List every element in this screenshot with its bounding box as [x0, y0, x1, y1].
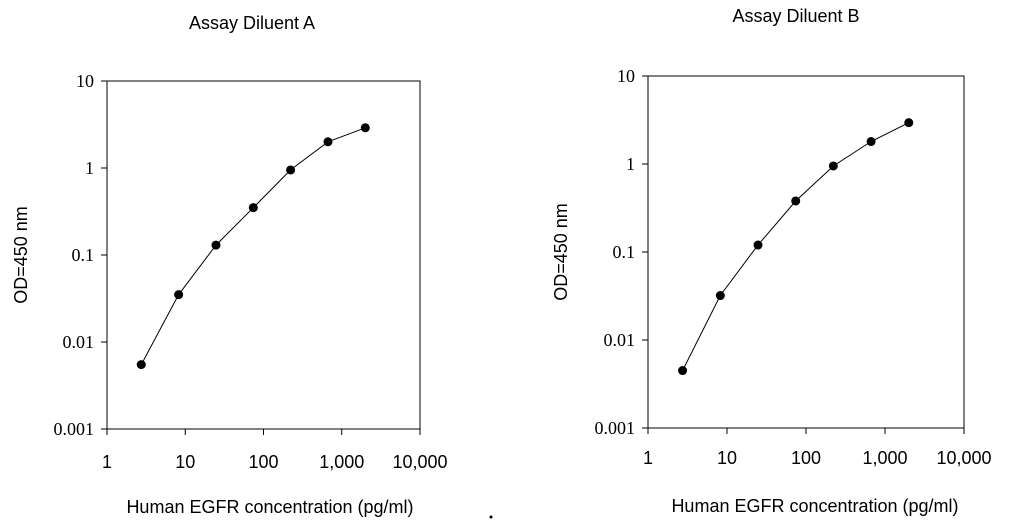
x-tick-label: 100 — [791, 448, 821, 468]
x-axis-label: Human EGFR concentration (pg/ml) — [671, 496, 958, 516]
data-point — [904, 118, 914, 128]
x-tick-label: 10 — [175, 452, 195, 472]
data-point — [715, 291, 725, 301]
y-tick-label: 0.1 — [613, 242, 636, 262]
series-line — [140, 127, 366, 365]
x-tick-label: 1 — [643, 448, 653, 468]
y-tick-label: 0.01 — [604, 330, 636, 350]
axis-ticks: 10 1 0.1 0.01 0.001 1 10 100 1,000 10,000 — [54, 71, 448, 472]
x-tick-label: 10,000 — [392, 452, 447, 472]
y-tick-label: 0.01 — [63, 332, 95, 352]
data-point — [211, 240, 221, 250]
x-tick-label: 1,000 — [862, 448, 907, 468]
data-point — [248, 203, 258, 213]
data-point — [323, 137, 333, 147]
x-tick-label: 10,000 — [936, 448, 991, 468]
chart-panel-assay-diluent-b: Assay Diluent B OD=450 nm Human EGFR con… — [551, 6, 992, 516]
data-point — [360, 123, 370, 133]
y-tick-label: 10 — [617, 66, 635, 86]
axis-ticks: 10 1 0.1 0.01 0.001 1 10 100 1,000 10,000 — [595, 66, 992, 468]
x-tick-label: 10 — [717, 448, 737, 468]
data-series — [678, 118, 914, 376]
series-line — [682, 122, 910, 371]
data-point — [866, 137, 876, 147]
data-series — [136, 123, 370, 370]
data-point — [678, 366, 688, 376]
chart-title: Assay Diluent A — [189, 13, 315, 33]
y-tick-label: 0.1 — [72, 245, 95, 265]
x-tick-label: 100 — [248, 452, 278, 472]
chart-panel-assay-diluent-a: Assay Diluent A OD=450 nm Human EGFR con… — [11, 13, 448, 517]
stray-dot — [489, 515, 493, 519]
x-tick-label: 1 — [102, 452, 112, 472]
data-point — [828, 161, 838, 171]
data-point — [791, 196, 801, 206]
y-tick-label: 1 — [626, 154, 635, 174]
y-axis-label: OD=450 nm — [551, 203, 571, 301]
x-axis-label: Human EGFR concentration (pg/ml) — [126, 497, 413, 517]
data-point — [136, 360, 146, 370]
data-point — [286, 165, 296, 175]
y-tick-label: 0.001 — [595, 418, 636, 438]
plot-area — [647, 75, 965, 429]
data-point — [174, 290, 184, 300]
y-axis-label: OD=450 nm — [11, 206, 31, 304]
y-tick-label: 0.001 — [54, 419, 95, 439]
data-point — [753, 240, 763, 250]
plot-area — [106, 80, 421, 430]
x-tick-label: 1,000 — [319, 452, 364, 472]
y-tick-label: 1 — [85, 158, 94, 178]
chart-title: Assay Diluent B — [732, 6, 859, 26]
y-tick-label: 10 — [76, 71, 94, 91]
